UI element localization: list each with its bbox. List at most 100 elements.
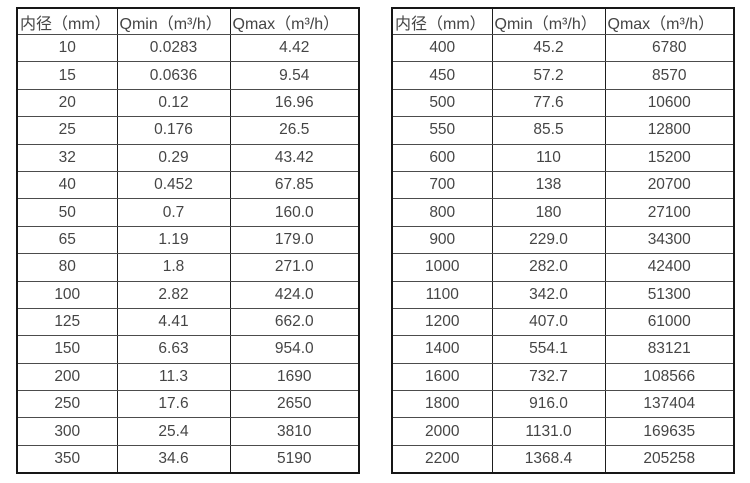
- table-cell: 80: [16, 253, 118, 282]
- column-header: Qmax（m³/h）: [604, 7, 735, 35]
- table-cell: 400: [391, 33, 493, 63]
- table-row: 900 229.0 34300: [391, 225, 735, 255]
- table-cell: 61000: [604, 307, 735, 337]
- table-cell: 916.0: [491, 390, 606, 419]
- table-cell: 1000: [391, 253, 493, 282]
- table-cell: 15: [16, 61, 118, 90]
- column-header: Qmax（m³/h）: [229, 7, 360, 35]
- table-cell: 1400: [391, 335, 493, 364]
- table-cell: 34300: [604, 225, 735, 255]
- table-row: 1600 732.7 108566: [391, 362, 735, 392]
- table-cell: 179.0: [229, 225, 360, 255]
- flow-table-small-diameters: 内径（mm） Qmin（m³/h） Qmax（m³/h） 10 0.0283 4.42 1…: [16, 7, 360, 475]
- table-row: 2200 1368.4 205258: [391, 444, 735, 474]
- table-cell: 40: [16, 170, 118, 200]
- table-row: 80 1.8 271.0: [16, 253, 360, 282]
- table-cell: 27100: [604, 198, 735, 227]
- column-header: 内径（mm）: [16, 7, 118, 35]
- table-cell: 17.6: [116, 390, 231, 419]
- table-cell: 4.41: [116, 307, 231, 337]
- table-cell: 954.0: [229, 335, 360, 364]
- header-row: 内径（mm） Qmin（m³/h） Qmax（m³/h）: [16, 7, 360, 35]
- table-cell: 160.0: [229, 198, 360, 227]
- table-cell: 500: [391, 88, 493, 118]
- table-row: 1000 282.0 42400: [391, 253, 735, 282]
- table-cell: 77.6: [491, 88, 606, 118]
- table-cell: 700: [391, 170, 493, 200]
- table-cell: 1100: [391, 280, 493, 309]
- table-row: 50 0.7 160.0: [16, 198, 360, 227]
- table-cell: 0.176: [116, 116, 231, 145]
- table-cell: 83121: [604, 335, 735, 364]
- table-row: 20 0.12 16.96: [16, 88, 360, 118]
- table-cell: 900: [391, 225, 493, 255]
- table-cell: 1131.0: [491, 417, 606, 446]
- table-row: 10 0.0283 4.42: [16, 33, 360, 63]
- table-row: 100 2.82 424.0: [16, 280, 360, 309]
- table-cell: 2650: [229, 390, 360, 419]
- table-row: 25 0.176 26.5: [16, 116, 360, 145]
- table-row: 40 0.452 67.85: [16, 170, 360, 200]
- flow-table-large-diameters: 内径（mm） Qmin（m³/h） Qmax（m³/h） 400 45.2 6780 45…: [391, 7, 735, 475]
- table-cell: 65: [16, 225, 118, 255]
- table-cell: 26.5: [229, 116, 360, 145]
- table-cell: 1200: [391, 307, 493, 337]
- table-cell: 43.42: [229, 143, 360, 172]
- table-cell: 20700: [604, 170, 735, 200]
- table-cell: 2.82: [116, 280, 231, 309]
- table-row: 300 25.4 3810: [16, 417, 360, 446]
- table-cell: 169635: [604, 417, 735, 446]
- table-cell: 10: [16, 33, 118, 63]
- table-cell: 180: [491, 198, 606, 227]
- table-cell: 271.0: [229, 253, 360, 282]
- table-row: 250 17.6 2650: [16, 390, 360, 419]
- table-cell: 8570: [604, 61, 735, 90]
- header-row: 内径（mm） Qmin（m³/h） Qmax（m³/h）: [391, 7, 735, 35]
- table-row: 1800 916.0 137404: [391, 390, 735, 419]
- table-cell: 0.452: [116, 170, 231, 200]
- table-row: 2000 1131.0 169635: [391, 417, 735, 446]
- table-cell: 51300: [604, 280, 735, 309]
- table-row: 500 77.6 10600: [391, 88, 735, 118]
- table-row: 550 85.5 12800: [391, 116, 735, 145]
- table-row: 400 45.2 6780: [391, 33, 735, 63]
- table-cell: 0.7: [116, 198, 231, 227]
- table-cell: 1.8: [116, 253, 231, 282]
- table-cell: 100: [16, 280, 118, 309]
- table-cell: 6.63: [116, 335, 231, 364]
- table-row: 15 0.0636 9.54: [16, 61, 360, 90]
- table-cell: 0.0283: [116, 33, 231, 63]
- table-cell: 2000: [391, 417, 493, 446]
- table-cell: 42400: [604, 253, 735, 282]
- table-row: 1400 554.1 83121: [391, 335, 735, 364]
- table-row: 32 0.29 43.42: [16, 143, 360, 172]
- table-cell: 67.85: [229, 170, 360, 200]
- table-cell: 57.2: [491, 61, 606, 90]
- table-cell: 6780: [604, 33, 735, 63]
- column-header: Qmin（m³/h）: [491, 7, 606, 35]
- table-row: 350 34.6 5190: [16, 444, 360, 474]
- table-cell: 0.29: [116, 143, 231, 172]
- table-cell: 1368.4: [491, 444, 606, 474]
- table-cell: 2200: [391, 444, 493, 474]
- table-cell: 1.19: [116, 225, 231, 255]
- table-cell: 1800: [391, 390, 493, 419]
- table-cell: 1600: [391, 362, 493, 392]
- table-cell: 600: [391, 143, 493, 172]
- table-cell: 85.5: [491, 116, 606, 145]
- table-cell: 11.3: [116, 362, 231, 392]
- column-header: 内径（mm）: [391, 7, 493, 35]
- table-cell: 108566: [604, 362, 735, 392]
- table-cell: 9.54: [229, 61, 360, 90]
- table-cell: 0.0636: [116, 61, 231, 90]
- table-cell: 15200: [604, 143, 735, 172]
- table-cell: 205258: [604, 444, 735, 474]
- table-cell: 110: [491, 143, 606, 172]
- table-cell: 137404: [604, 390, 735, 419]
- table-row: 600 110 15200: [391, 143, 735, 172]
- table-row: 450 57.2 8570: [391, 61, 735, 90]
- table-cell: 150: [16, 335, 118, 364]
- table-cell: 32: [16, 143, 118, 172]
- table-cell: 800: [391, 198, 493, 227]
- table-row: 1200 407.0 61000: [391, 307, 735, 337]
